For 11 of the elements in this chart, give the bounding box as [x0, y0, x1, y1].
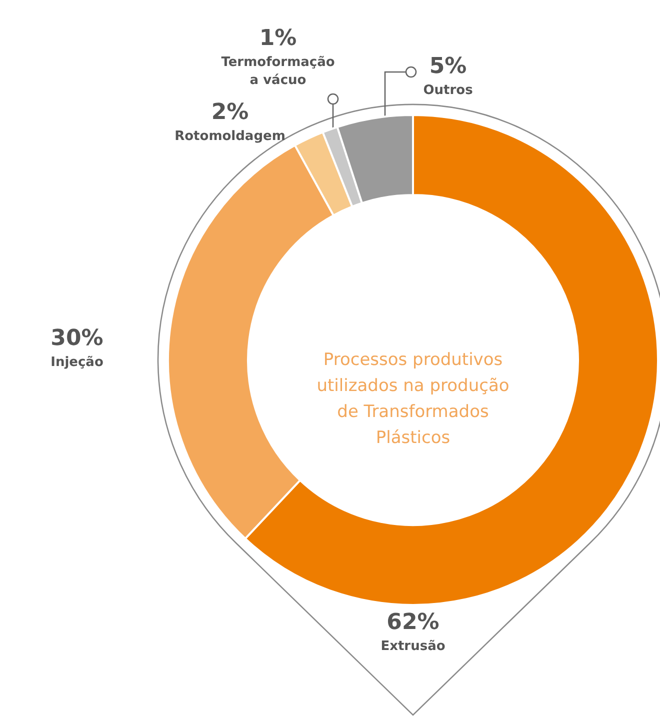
data-label: 30% — [50, 326, 104, 351]
data-label: 2% — [211, 100, 249, 125]
slice-label: Outros — [423, 83, 474, 98]
slice-label: Injeção — [50, 355, 104, 370]
text: Processos produtivos utilizados na produção de Transformados Plásticos — [316, 350, 510, 448]
data-label: 5% — [429, 54, 467, 79]
data-label: 62% — [386, 610, 440, 635]
data-label: 1% — [259, 26, 297, 51]
slice-label: Termoformação a vácuo — [221, 55, 335, 88]
slice-label: Rotomoldagem — [174, 129, 286, 144]
slice-label: Extrusão — [380, 639, 446, 654]
